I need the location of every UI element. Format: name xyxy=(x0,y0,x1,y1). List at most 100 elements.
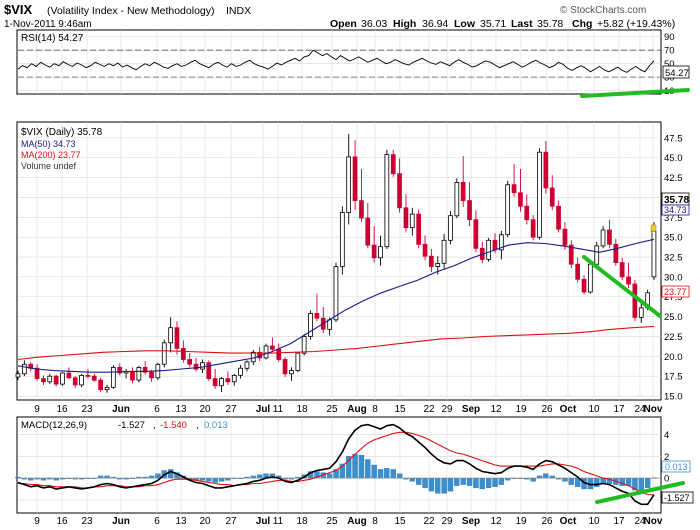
rsi-value-tag-text: 54.27 xyxy=(665,68,689,79)
candle-down xyxy=(575,263,581,280)
high-value: 36.94 xyxy=(422,18,448,30)
candle-down xyxy=(467,200,472,221)
rsi-support-annotation xyxy=(580,88,690,98)
macd-histogram-bar xyxy=(104,475,110,479)
x-tick-label-10-macd: 10 xyxy=(588,516,600,527)
stockcharts-credit: © StockCharts.com xyxy=(560,5,646,16)
candle-down xyxy=(397,173,402,209)
x-tick-label-25-price: 25 xyxy=(326,404,338,415)
candle-down xyxy=(91,375,97,381)
x-tick-label-22-price: 22 xyxy=(423,404,435,415)
macd-histogram-bar xyxy=(460,477,466,485)
x-tick-label-nov-macd: Nov xyxy=(644,516,663,527)
macd-histogram-bar xyxy=(97,475,104,479)
rsi-layer: 1030507090 xyxy=(17,32,675,97)
x-tick-label-16-price: 16 xyxy=(56,404,68,415)
macd-histogram-bar xyxy=(28,477,34,481)
candle-up xyxy=(250,351,256,363)
x-tick-label-18-price: 18 xyxy=(296,404,308,415)
macd-histogram-bar xyxy=(358,455,365,479)
x-tick-label-24-price: 24 xyxy=(634,404,646,415)
candle-up xyxy=(104,386,110,391)
price-legend-title: $VIX (Daily) 35.78 xyxy=(21,127,103,138)
candle-up xyxy=(588,263,593,293)
macd-histogram-bar xyxy=(466,477,473,486)
macd-histogram-bar xyxy=(346,456,352,479)
macd-histogram-bar xyxy=(638,477,644,491)
candle-down xyxy=(492,239,498,251)
macd-legend-name: MACD(12,26,9) xyxy=(21,420,87,431)
ma50-line xyxy=(17,238,655,373)
candle-up xyxy=(308,312,313,337)
price-tick-label: 35.0 xyxy=(664,233,683,244)
macd-trend-annotation xyxy=(595,481,685,504)
x-tick-label-jun-macd: Jun xyxy=(112,516,130,527)
candle-down xyxy=(225,378,231,383)
high-label: High xyxy=(393,18,416,30)
macd-tick-label: 4 xyxy=(664,430,669,441)
x-tick-label-13-macd: 13 xyxy=(175,516,187,527)
macd-histogram-bar xyxy=(549,475,555,479)
exchange-label: INDX xyxy=(226,5,251,17)
x-tick-label-10-price: 10 xyxy=(588,404,600,415)
candle-down xyxy=(473,219,479,249)
candle-up xyxy=(435,262,441,267)
macd-histogram-bar xyxy=(454,477,460,486)
rsi-line xyxy=(17,49,655,73)
x-tick-label-oct-macd: Oct xyxy=(560,516,577,527)
price-tick-label: 25.0 xyxy=(664,312,683,323)
candle-up xyxy=(200,362,205,370)
candle-down xyxy=(511,184,517,193)
ticker-name: (Volatility Index - New Methodology) xyxy=(47,5,215,17)
macd-histogram-bar xyxy=(377,469,384,479)
candle-up xyxy=(219,378,224,387)
x-tick-label-22-macd: 22 xyxy=(423,516,435,527)
candle-down xyxy=(422,243,428,257)
x-tick-label-13-price: 13 xyxy=(175,404,187,415)
macd-histogram-bar xyxy=(352,453,358,479)
candle-up xyxy=(537,151,542,238)
x-tick-label-jun-price: Jun xyxy=(112,404,130,415)
rsi-tick-label: 90 xyxy=(664,32,675,43)
macd-histogram-bar xyxy=(409,477,416,482)
x-tick-label-15-macd: 15 xyxy=(394,516,406,527)
candle-down xyxy=(556,205,561,230)
candle-down xyxy=(352,156,358,201)
price-tick-label: 17.5 xyxy=(664,372,683,383)
candle-down xyxy=(613,243,619,264)
candle-down xyxy=(390,154,396,175)
x-tick-label-12-price: 12 xyxy=(490,404,502,415)
price-tick-label: 20.0 xyxy=(664,352,683,363)
candle-down xyxy=(66,372,72,379)
candle-down xyxy=(632,283,638,318)
macd-histogram-bar xyxy=(428,477,435,492)
macd-value-tag xyxy=(661,491,694,504)
low-value: 35.71 xyxy=(480,18,506,30)
x-tick-label-8-price: 8 xyxy=(372,404,378,415)
candle-down xyxy=(619,262,625,278)
candle-down xyxy=(174,327,180,349)
x-tick-label-17-price: 17 xyxy=(613,404,625,415)
x-tick-label-20-price: 20 xyxy=(199,404,211,415)
open-value: 36.03 xyxy=(361,18,387,30)
candle-up xyxy=(333,266,339,321)
candle-down xyxy=(212,378,218,387)
macd-histogram-bar xyxy=(536,475,543,479)
x-tick-label-6-price: 6 xyxy=(154,404,160,415)
price-tick-label: 45.0 xyxy=(664,153,683,164)
candle-up xyxy=(638,307,644,318)
macd-histogram-bar xyxy=(371,464,377,479)
candle-down xyxy=(142,366,148,373)
candle-up xyxy=(346,156,352,213)
candle-up xyxy=(60,372,65,385)
macd-histogram-bar xyxy=(40,477,47,481)
macd-histogram-bar xyxy=(256,474,263,479)
ma50-value-tag xyxy=(661,204,690,216)
candle-up xyxy=(651,230,657,278)
macd-tick-label: 0 xyxy=(664,474,669,485)
macd-histogram-bar xyxy=(447,477,454,492)
rsi-panel-frame xyxy=(16,29,662,95)
macd-histogram-bar xyxy=(225,477,231,481)
last-value: 35.78 xyxy=(537,18,563,30)
